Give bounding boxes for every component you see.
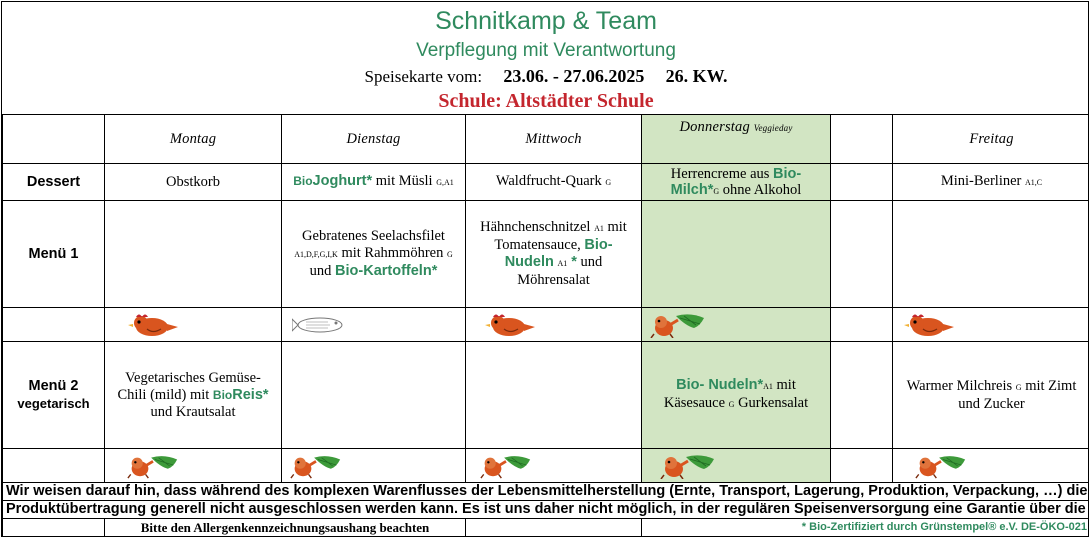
dessert-monday: Obstkorb	[104, 163, 282, 201]
menu2-thursday: Bio- Nudeln*A1 mit Käsesauce G Gurkensal…	[641, 341, 831, 449]
row-label-menu2: Menü 2 vegetarisch	[2, 341, 105, 449]
footer-row-3: Bitte den Allergenkennzeichnungsaushang …	[2, 518, 1088, 536]
dessert-row: Dessert Obstkorb BioJoghurt* mit Müsli G…	[2, 163, 1088, 201]
week-prefix: Speisekarte vom:	[364, 67, 483, 86]
spacer-cell	[830, 114, 893, 164]
menu2-tuesday	[281, 341, 466, 449]
header: Schnitkamp & Team Verpflegung mit Verant…	[2, 2, 1088, 115]
menu1-tuesday: Gebratenes Seelachsfilet A1,D,F,G,I,K mi…	[281, 200, 466, 308]
veggie-chef-icon	[648, 312, 708, 338]
company-name: Schnitkamp & Team	[435, 7, 657, 35]
day-friday: Freitag	[892, 114, 1088, 164]
chicken-icon	[484, 312, 536, 338]
menu1-wednesday: Hähnchenschnitzel A1 mit Tomatensauce, B…	[465, 200, 642, 308]
veggie-chef-icon	[290, 453, 342, 479]
fish-icon	[292, 315, 352, 335]
week-line: Speisekarte vom: 23.06. - 27.06.2025 26.…	[2, 66, 1088, 87]
day-wednesday: Mittwoch	[465, 114, 642, 164]
chicken-icon	[903, 311, 955, 339]
veggie-chef-icon	[658, 453, 718, 479]
dessert-tuesday: BioJoghurt* mit Müsli G,A1	[281, 163, 466, 201]
footer-row-1: Wir weisen darauf hin, dass während des …	[2, 482, 1088, 501]
menu1-row: Menü 1 Gebratenes Seelachsfilet A1,D,F,G…	[2, 200, 1088, 308]
school-name: Schule: Altstädter Schule	[438, 90, 654, 112]
veggieday-note: Veggieday	[753, 123, 793, 133]
veggie-chef-icon	[127, 453, 179, 479]
menu1-friday	[892, 200, 1088, 308]
bio-certification: * Bio-Zertifiziert durch Grünstempel® e.…	[641, 518, 1088, 536]
date-range: 23.06. - 27.06.2025	[503, 66, 645, 86]
footer-row-2: Produktübertragung generell nicht ausges…	[2, 500, 1088, 519]
veggie-chef-icon	[915, 453, 967, 479]
no-additives-note: Unsere Lebensmittel enthalten keine Gesc…	[3, 537, 466, 538]
menu2-row: Menü 2 vegetarisch Vegetarisches Gemüse-…	[2, 341, 1088, 449]
allergen-disclaimer-1: Wir weisen darauf hin, dass während des …	[2, 482, 1088, 501]
corner-cell	[2, 114, 105, 164]
menu1-monday	[104, 200, 282, 308]
day-thursday: Donnerstag Veggieday	[641, 114, 831, 164]
day-thursday-label: Donnerstag	[679, 119, 750, 135]
allergen-notice: Bitte den Allergenkennzeichnungsaushang …	[104, 518, 466, 536]
day-tuesday: Dienstag	[281, 114, 466, 164]
allergen-disclaimer-2: Produktübertragung generell nicht ausges…	[2, 500, 1088, 519]
day-monday: Montag	[104, 114, 282, 164]
menu1-icon-row	[2, 307, 1088, 342]
dessert-wednesday: Waldfrucht-Quark G	[465, 163, 642, 201]
footer-row-4: Unsere Lebensmittel enthalten keine Gesc…	[3, 537, 1090, 538]
menu-table: Montag Dienstag Mittwoch Donnerstag Vegg…	[2, 114, 1090, 538]
menu2-friday: Warmer Milchreis G mit Zimt und Zucker	[892, 341, 1088, 449]
dessert-friday: Mini-Berliner A1,C	[892, 163, 1088, 201]
row-label-dessert: Dessert	[2, 163, 105, 201]
chicken-icon	[127, 312, 179, 338]
week-number: 26. KW.	[665, 66, 728, 86]
menu1-thursday	[641, 200, 831, 308]
day-header-row: Montag Dienstag Mittwoch Donnerstag Vegg…	[2, 114, 1088, 164]
menu2-wednesday	[465, 341, 642, 449]
dessert-thursday: Herrencreme aus Bio- Milch*G ohne Alkohol	[641, 163, 831, 201]
menu2-icon-row	[2, 448, 1088, 483]
tagline: Verpflegung mit Verantwortung	[416, 40, 676, 61]
row-label-menu1: Menü 1	[2, 200, 105, 308]
menu2-monday: Vegetarisches Gemüse- Chili (mild) mit B…	[104, 341, 282, 449]
veggie-chef-icon	[480, 453, 532, 479]
